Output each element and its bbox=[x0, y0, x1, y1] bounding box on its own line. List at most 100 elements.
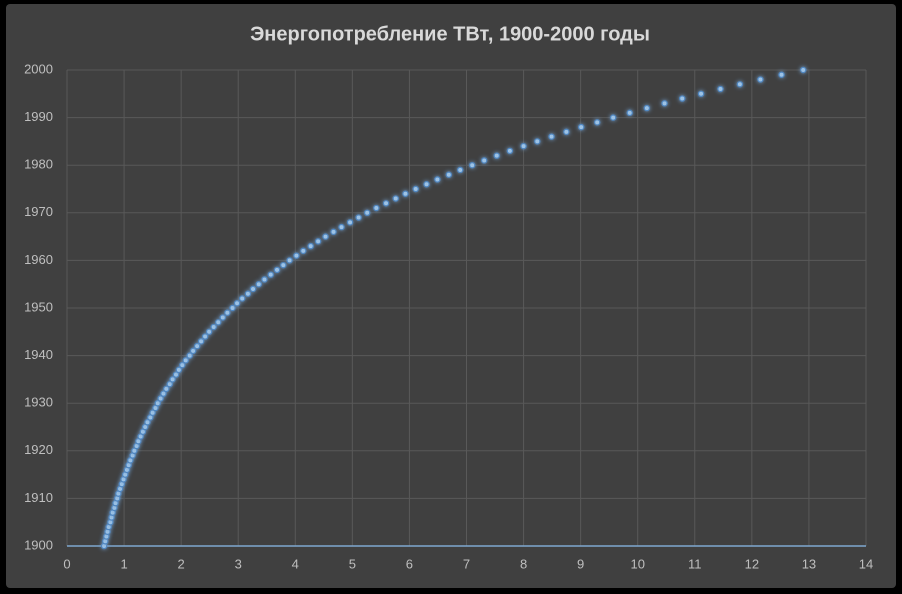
point bbox=[382, 200, 390, 207]
point bbox=[307, 242, 314, 250]
point bbox=[189, 347, 197, 355]
point bbox=[149, 409, 156, 416]
point bbox=[280, 261, 287, 269]
point bbox=[520, 142, 527, 150]
y-tick-label: 1930 bbox=[24, 395, 53, 410]
point bbox=[273, 266, 281, 274]
point bbox=[346, 219, 354, 226]
point bbox=[548, 133, 555, 140]
point bbox=[593, 119, 601, 126]
point bbox=[210, 323, 217, 331]
point bbox=[355, 214, 362, 221]
point bbox=[157, 395, 164, 402]
point bbox=[179, 361, 186, 369]
point bbox=[144, 419, 151, 426]
point bbox=[224, 309, 231, 316]
y-tick-label: 1920 bbox=[24, 442, 53, 457]
y-tick-label: 1940 bbox=[24, 347, 53, 362]
point bbox=[679, 95, 686, 102]
point bbox=[626, 109, 633, 117]
point bbox=[423, 181, 430, 188]
point bbox=[563, 128, 570, 136]
point bbox=[330, 228, 337, 236]
point bbox=[255, 281, 262, 288]
point bbox=[643, 104, 651, 112]
point bbox=[300, 247, 307, 255]
x-tick-label: 5 bbox=[349, 556, 356, 571]
point bbox=[163, 385, 170, 393]
point bbox=[736, 81, 744, 88]
x-tick-label: 11 bbox=[688, 556, 702, 571]
point bbox=[506, 147, 514, 155]
point bbox=[800, 66, 807, 74]
point bbox=[205, 328, 213, 335]
point bbox=[175, 366, 183, 374]
y-tick-label: 2000 bbox=[24, 61, 53, 76]
point bbox=[293, 252, 300, 259]
point bbox=[493, 152, 500, 159]
point bbox=[412, 185, 419, 193]
point bbox=[697, 90, 705, 98]
y-tick-label: 1950 bbox=[24, 299, 53, 314]
point bbox=[160, 390, 167, 397]
point bbox=[239, 295, 246, 302]
x-tick-label: 14 bbox=[859, 556, 873, 571]
point bbox=[363, 209, 371, 216]
point bbox=[197, 338, 205, 345]
point bbox=[215, 319, 222, 326]
point bbox=[193, 342, 201, 350]
point bbox=[249, 285, 257, 293]
x-tick-label: 10 bbox=[630, 556, 644, 571]
point bbox=[373, 204, 380, 212]
y-tick-label: 1980 bbox=[24, 157, 53, 172]
y-tick-label: 1910 bbox=[24, 490, 53, 505]
y-tick-label: 1960 bbox=[24, 252, 53, 267]
x-tick-label: 9 bbox=[577, 556, 584, 571]
point bbox=[609, 114, 617, 121]
point bbox=[182, 357, 189, 364]
point bbox=[445, 171, 453, 178]
point bbox=[233, 300, 241, 307]
point bbox=[578, 123, 585, 131]
x-tick-label: 4 bbox=[292, 556, 299, 571]
point bbox=[286, 257, 293, 264]
point bbox=[534, 138, 541, 145]
point bbox=[229, 304, 236, 312]
point bbox=[169, 376, 176, 383]
point bbox=[314, 238, 322, 245]
point bbox=[757, 76, 764, 83]
x-tick-label: 2 bbox=[178, 556, 185, 571]
point bbox=[338, 223, 345, 231]
point bbox=[166, 380, 173, 388]
x-tick-label: 0 bbox=[63, 556, 70, 571]
y-tick-label: 1990 bbox=[24, 109, 53, 124]
point bbox=[244, 290, 252, 297]
x-tick-label: 12 bbox=[745, 556, 759, 571]
point bbox=[457, 166, 464, 174]
y-tick-label: 1970 bbox=[24, 204, 53, 219]
point bbox=[480, 157, 488, 164]
point bbox=[392, 195, 399, 202]
point bbox=[219, 314, 227, 321]
point bbox=[434, 176, 441, 183]
point bbox=[154, 400, 161, 407]
point bbox=[201, 333, 209, 340]
x-tick-label: 6 bbox=[406, 556, 413, 571]
chart-background bbox=[6, 4, 896, 588]
x-tick-label: 7 bbox=[463, 556, 470, 571]
x-tick-label: 1 bbox=[120, 556, 127, 571]
point bbox=[267, 271, 274, 278]
chart-title: Энергопотребление ТВт, 1900-2000 годы bbox=[250, 23, 650, 45]
point bbox=[717, 85, 724, 93]
x-tick-label: 13 bbox=[802, 556, 816, 571]
point bbox=[322, 233, 329, 240]
point bbox=[402, 190, 409, 197]
point bbox=[469, 161, 476, 169]
x-tick-label: 8 bbox=[520, 556, 527, 571]
point bbox=[172, 371, 180, 378]
y-tick-label: 1900 bbox=[24, 537, 53, 552]
point bbox=[661, 100, 668, 107]
point bbox=[186, 352, 193, 359]
point bbox=[778, 71, 785, 78]
